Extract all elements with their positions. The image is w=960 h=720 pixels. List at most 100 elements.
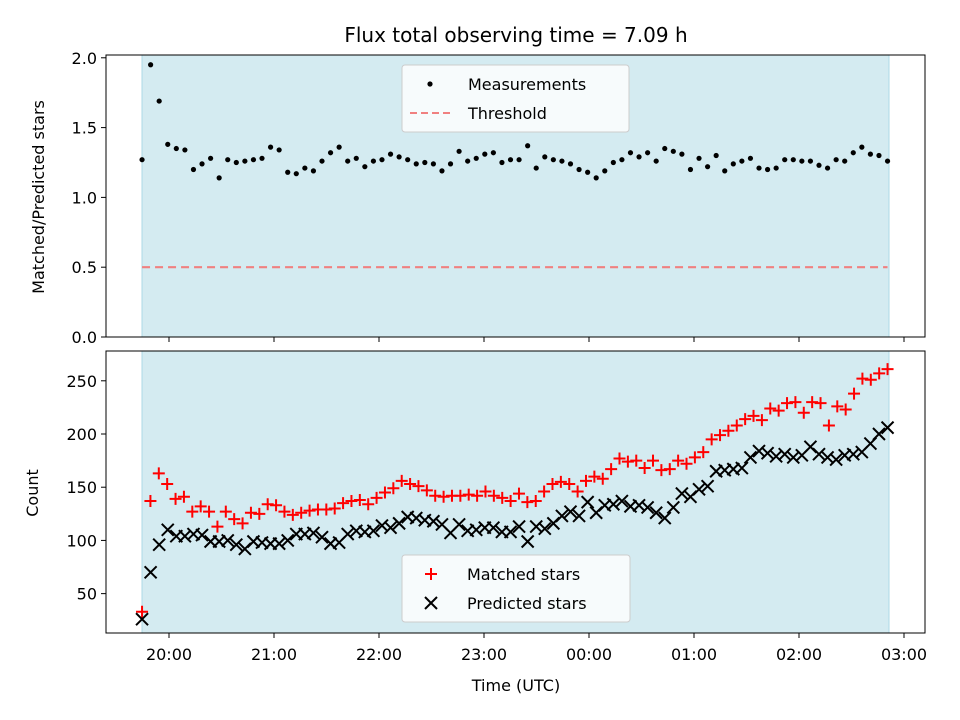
matched-point <box>412 480 425 493</box>
measurement-point <box>670 148 676 154</box>
predicted-point <box>143 565 158 580</box>
matched-point <box>278 505 291 518</box>
matched-point <box>554 475 567 488</box>
matched-point <box>253 507 266 520</box>
measurement-point <box>276 147 282 153</box>
matched-point <box>546 478 559 491</box>
measurement-point <box>148 62 154 68</box>
top-y-tick-label: 1.5 <box>72 119 97 138</box>
measurement-point <box>439 168 445 174</box>
matched-point <box>152 467 165 480</box>
matched-point <box>303 504 316 517</box>
measurement-point <box>576 166 582 173</box>
predicted-point <box>503 525 518 539</box>
matched-point <box>437 490 450 503</box>
bottom-y-tick-label: 150 <box>66 478 97 497</box>
matched-point <box>295 506 308 519</box>
measurement-point <box>696 155 702 161</box>
measurement-point <box>473 155 479 161</box>
measurement-point <box>353 155 359 161</box>
legend-predicted-marker <box>424 596 438 610</box>
measurement-point <box>482 151 488 157</box>
predicted-point <box>392 516 406 531</box>
predicted-point <box>409 511 423 525</box>
measurement-point <box>816 162 822 168</box>
matched-point <box>755 414 768 427</box>
measurement-point <box>704 164 711 170</box>
matched-point <box>730 419 743 432</box>
matched-point <box>337 497 350 510</box>
matched-point <box>605 463 618 476</box>
predicted-point <box>340 527 355 541</box>
matched-point <box>320 503 333 516</box>
measurement-point <box>662 145 668 152</box>
bottom-y-tick-label: 250 <box>66 372 97 391</box>
top-axes-frame <box>105 54 926 338</box>
measurement-point <box>782 157 788 163</box>
measurement-point <box>499 159 505 166</box>
measurement-point <box>430 161 436 167</box>
measurement-point <box>773 165 779 171</box>
x-tick-label: 02:00 <box>776 645 822 664</box>
measurement-point <box>285 169 291 175</box>
measurement-point <box>602 168 608 174</box>
bottom-y-tick-label: 100 <box>66 531 97 550</box>
matched-point <box>479 485 492 498</box>
matched-point <box>621 455 634 468</box>
predicted-point <box>529 519 543 534</box>
predicted-point <box>135 612 149 626</box>
matched-point <box>362 498 375 511</box>
measurement-point <box>627 150 634 156</box>
matched-point <box>420 484 433 497</box>
measurement-point <box>293 171 299 177</box>
measurement-point <box>216 175 222 181</box>
measurement-point <box>559 158 565 164</box>
predicted-point <box>880 420 895 435</box>
matched-point <box>462 488 475 501</box>
matched-point <box>529 495 542 508</box>
matched-point <box>848 387 861 400</box>
matched-point <box>806 396 819 409</box>
predicted-point <box>152 537 166 552</box>
predicted-point <box>161 523 175 537</box>
matched-point <box>328 502 341 515</box>
matched-point <box>345 495 358 508</box>
measurement-point <box>550 157 556 163</box>
matched-point <box>512 487 525 500</box>
x-tick-label: 20:00 <box>146 645 192 664</box>
matched-point <box>219 505 232 518</box>
matched-point <box>161 478 174 491</box>
matched-point <box>764 402 777 415</box>
x-tick-label: 21:00 <box>251 645 297 664</box>
measurement-point <box>242 158 248 164</box>
measurement-point <box>619 157 625 163</box>
predicted-point <box>306 526 321 540</box>
measurement-point <box>593 175 599 181</box>
matched-point <box>169 492 182 505</box>
measurement-point <box>336 144 342 150</box>
predicted-point <box>572 509 586 523</box>
measurement-point <box>225 157 231 163</box>
top-y-tick-label: 0.5 <box>72 258 97 277</box>
predicted-point <box>675 486 689 501</box>
measurement-point <box>756 165 762 171</box>
predicted-point <box>812 447 826 461</box>
matched-point <box>211 520 224 533</box>
legend-threshold-label: Threshold <box>467 104 547 123</box>
matched-point <box>630 454 643 467</box>
predicted-point <box>846 447 860 461</box>
matched-point <box>487 489 500 502</box>
predicted-point <box>426 514 441 528</box>
matched-point <box>353 493 366 506</box>
measurement-point <box>207 155 214 161</box>
measurement-point <box>730 161 736 167</box>
measurement-point <box>387 151 394 157</box>
matched-point <box>538 485 551 498</box>
measurement-point <box>525 143 531 149</box>
matched-point <box>714 429 727 442</box>
matched-point <box>370 491 383 504</box>
x-tick-label: 03:00 <box>881 645 927 664</box>
top-legend: Measurements Threshold <box>401 64 630 133</box>
matched-point <box>647 454 660 467</box>
measurement-point <box>396 154 402 160</box>
